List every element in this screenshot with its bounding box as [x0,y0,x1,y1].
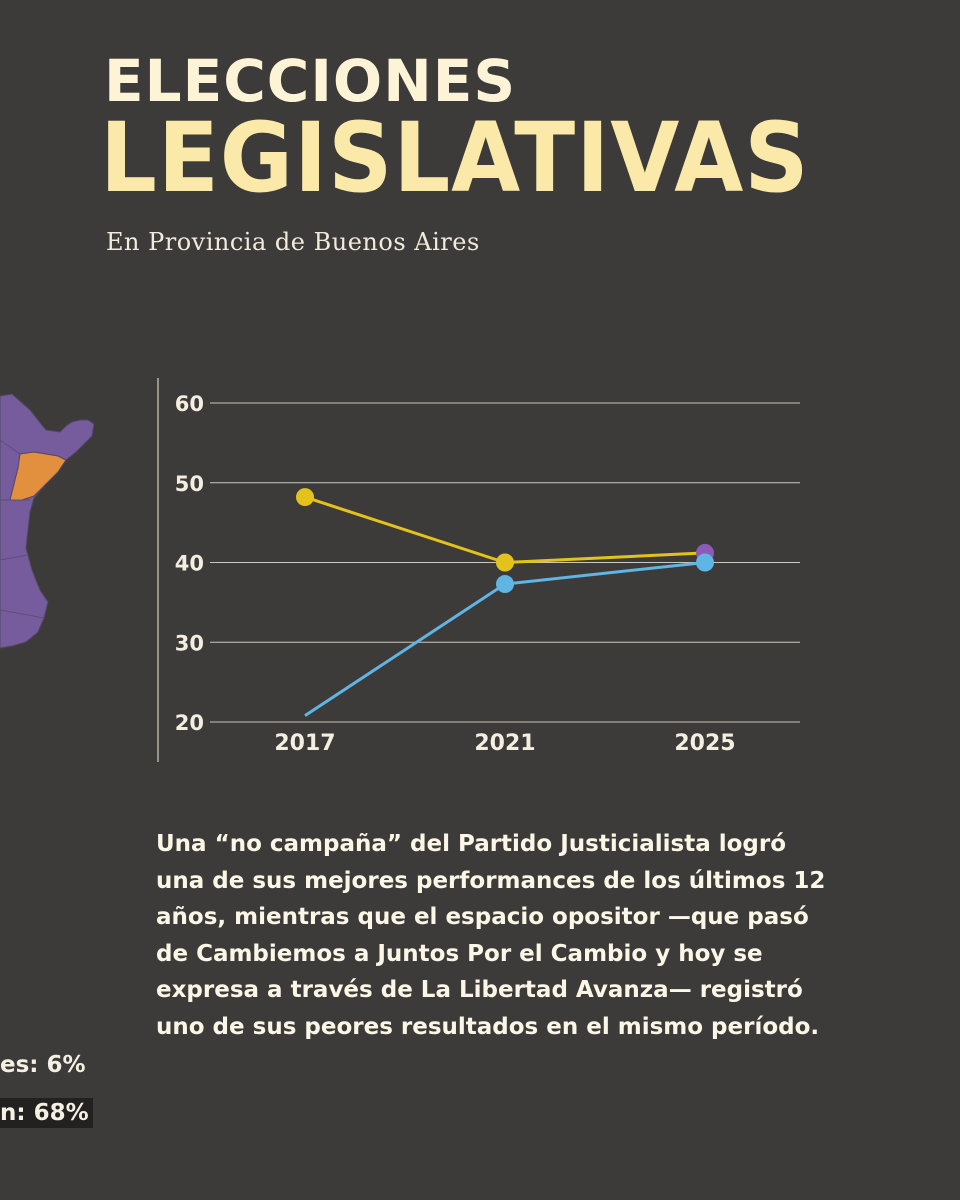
y-tick-label: 40 [175,552,204,576]
line-chart: 20 30 40 50 60 2017 2021 2025 [157,378,800,762]
side-stat-1: es: 6% [0,1052,86,1078]
title-line1: ELECCIONES [104,47,517,115]
y-tick-label: 60 [175,392,204,416]
y-tick-label: 50 [175,472,204,496]
x-tick-label: 2021 [474,731,535,756]
series-line-1 [304,495,706,565]
title-line2: LEGISLATIVAS [100,102,810,214]
chart-series [296,488,714,717]
subtitle: En Provincia de Buenos Aires [106,228,480,256]
series-2-point [496,575,514,594]
x-tick-label: 2025 [674,731,735,756]
province-map [0,380,110,664]
map-region-border [0,439,45,619]
y-tick-label: 30 [175,631,204,655]
chart-ticks: 20 30 40 50 60 2017 2021 2025 [175,392,736,756]
series-2-point [696,553,714,572]
y-tick-label: 20 [175,711,204,735]
body-paragraph: Una “no campaña” del Partido Justicialis… [156,831,826,1040]
x-tick-label: 2017 [274,731,335,756]
map-region-orange [9,451,67,501]
series-1-point [296,488,314,507]
side-stat-2: n: 68% [0,1098,93,1128]
series-1-point [496,553,514,572]
